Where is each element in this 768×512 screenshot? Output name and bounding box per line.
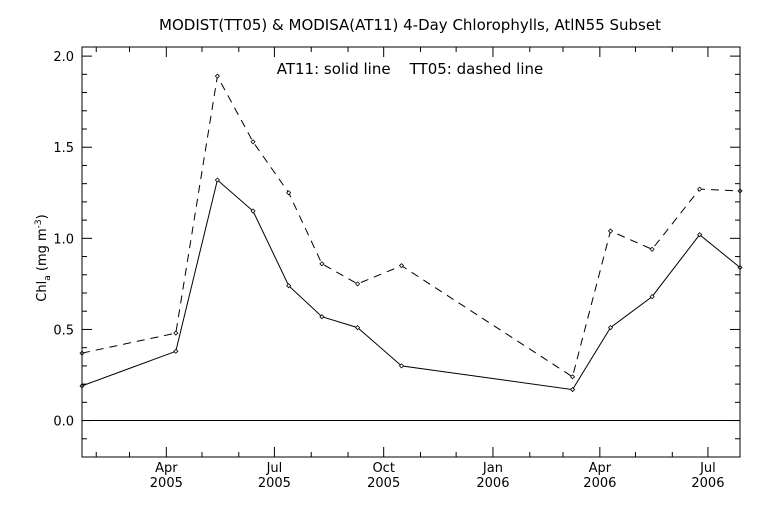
x-tick-year-label: 2005: [367, 476, 400, 491]
data-point: [319, 261, 325, 267]
x-tick-month-label: Jan: [482, 461, 503, 476]
data-point: [398, 263, 405, 269]
x-tick-year-label: 2006: [583, 476, 616, 491]
data-point: [569, 374, 576, 380]
y-axis-label: Chla (mg m-3): [34, 214, 53, 301]
x-tick-month-label: Apr: [155, 461, 178, 476]
x-tick-year-label: 2005: [150, 476, 183, 491]
x-tick-year-label: 2006: [691, 476, 724, 491]
data-point: [607, 325, 614, 331]
y-tick-label: 1.5: [53, 141, 74, 156]
data-point: [697, 232, 703, 238]
axes: 0.00.51.01.52.0Apr2005Jul2005Oct2005Jan2…: [53, 47, 740, 491]
data-point: [569, 387, 576, 393]
data-point: [649, 294, 655, 300]
series-layer: [79, 73, 743, 393]
x-tick-year-label: 2005: [258, 476, 291, 491]
y-tick-label: 2.0: [53, 50, 74, 65]
x-tick-month-label: Jul: [699, 461, 716, 476]
data-point: [286, 283, 292, 289]
y-tick-label: 1.0: [53, 232, 74, 247]
x-tick-month-label: Oct: [372, 461, 394, 476]
data-point: [354, 281, 361, 287]
data-point: [286, 190, 292, 196]
data-point: [214, 73, 220, 79]
data-point: [607, 228, 614, 234]
y-tick-label: 0.5: [53, 323, 74, 338]
x-tick-year-label: 2006: [476, 476, 509, 491]
series-tt05: [79, 73, 743, 380]
y-axis-label-sup: -3: [34, 219, 44, 228]
y-axis-label-main: Chl: [35, 281, 50, 302]
series-line-at11: [81, 179, 741, 391]
y-axis-label-unit: (mg m: [35, 228, 50, 275]
data-point: [398, 363, 405, 369]
series-at11: [79, 177, 743, 393]
x-tick-month-label: Apr: [589, 461, 612, 476]
data-point: [319, 314, 325, 320]
data-point: [173, 348, 179, 354]
line-style-annotation: AT11: solid line TT05: dashed line: [277, 60, 544, 78]
data-point: [173, 330, 179, 336]
data-point: [354, 325, 361, 331]
chart-title: MODIST(TT05) & MODISA(AT11) 4-Day Chloro…: [159, 16, 661, 34]
x-tick-month-label: Jul: [266, 461, 283, 476]
y-axis-label-close: ): [35, 214, 50, 219]
data-point: [250, 208, 256, 214]
data-point: [649, 246, 655, 252]
data-point: [250, 139, 256, 145]
y-axis-label-sub: a: [43, 275, 53, 281]
data-point: [214, 177, 220, 183]
plot-frame: [81, 46, 741, 458]
data-point: [697, 186, 703, 192]
y-tick-label: 0.0: [53, 415, 74, 430]
